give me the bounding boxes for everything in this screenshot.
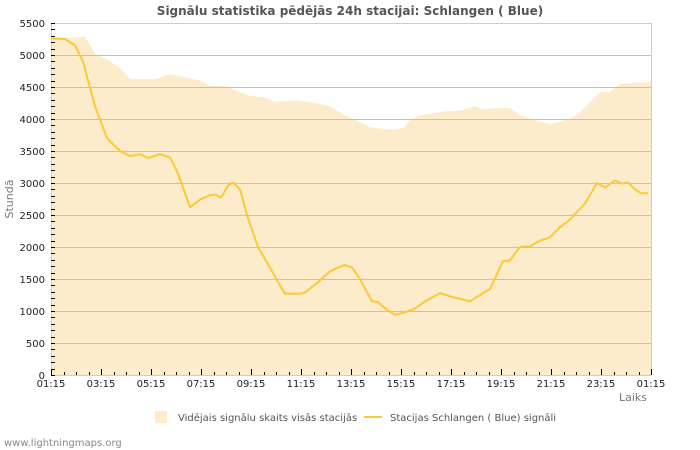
line-path xyxy=(50,37,648,316)
x-tick-label: 15:15 xyxy=(387,379,416,390)
y-tick-label: 1500 xyxy=(20,275,45,286)
x-tick-label: 23:15 xyxy=(587,379,616,390)
average-signals-area xyxy=(51,36,651,376)
y-tick-label: 5000 xyxy=(20,51,45,62)
legend: Vidējais signālu skaits visās stacijās S… xyxy=(155,411,556,424)
legend-area-swatch-icon xyxy=(155,411,167,423)
y-tick-label: 0 xyxy=(39,371,45,382)
x-tick-label: 13:15 xyxy=(337,379,366,390)
x-tick-label: 19:15 xyxy=(487,379,516,390)
y-axis-title: Stundā xyxy=(3,180,16,219)
x-tick-label: 03:15 xyxy=(87,379,116,390)
gridlines xyxy=(51,23,651,344)
x-tick-label: 01:15 xyxy=(637,379,666,390)
legend-area-label: Vidējais signālu skaits visās stacijās xyxy=(178,413,357,424)
x-tick-label: 01:15 xyxy=(37,379,66,390)
legend-item-average[interactable]: Vidējais signālu skaits visās stacijās xyxy=(155,411,357,424)
y-tick-label: 2000 xyxy=(20,243,45,254)
y-tick-label: 5500 xyxy=(20,19,45,30)
y-tick-label: 3000 xyxy=(20,179,45,190)
y-tick-label: 3500 xyxy=(20,147,45,158)
station-signals-line xyxy=(50,37,648,316)
x-tick-label: 05:15 xyxy=(137,379,166,390)
y-tick-label: 1000 xyxy=(20,307,45,318)
legend-item-station[interactable]: Stacijas Schlangen ( Blue) signāli xyxy=(364,413,556,424)
y-tick-label: 500 xyxy=(26,339,45,350)
x-tick-label: 21:15 xyxy=(537,379,566,390)
x-tick-label: 07:15 xyxy=(187,379,216,390)
x-tick-label: 11:15 xyxy=(287,379,316,390)
x-axis-title: Laiks xyxy=(619,391,647,404)
area-path xyxy=(51,36,651,376)
plot-area xyxy=(50,23,652,376)
footer-site-link[interactable]: www.lightningmaps.org xyxy=(4,438,122,449)
legend-line-label: Stacijas Schlangen ( Blue) signāli xyxy=(390,413,556,424)
y-tick-label: 4000 xyxy=(20,115,45,126)
axes xyxy=(51,23,652,376)
y-axis-tick-labels: 0 500 1000 1500 2000 2500 3000 3500 4000 4500 5000… xyxy=(20,19,45,382)
y-tick-label: 2500 xyxy=(20,211,45,222)
x-axis-tick-labels: 01:15 03:15 05:15 07:15 09:15 11:15 13:15 15:15… xyxy=(37,379,666,390)
chart-title: Signālu statistika pēdējās 24h stacijai:… xyxy=(157,4,543,18)
x-tick-label: 09:15 xyxy=(237,379,266,390)
y-tick-label: 4500 xyxy=(20,83,45,94)
x-tick-label: 17:15 xyxy=(437,379,466,390)
